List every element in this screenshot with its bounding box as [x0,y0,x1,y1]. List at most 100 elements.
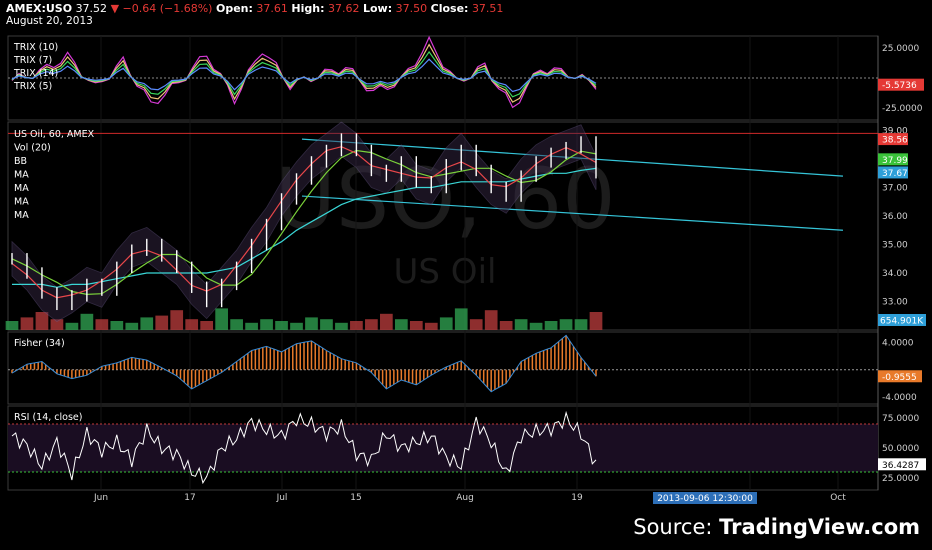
price-y-tick: 34.00 [882,269,908,279]
volume-bar [230,319,243,330]
volume-bar [20,317,34,330]
trix-legend-item: TRIX (14) [13,68,58,79]
x-tick-label: Oct [830,493,846,503]
volume-bar [439,317,453,330]
rsi-y-tick: 75.0000 [882,414,919,424]
volume-bar [529,322,543,330]
x-tick-label: 15 [350,493,361,503]
volume-bar [260,319,273,330]
volume-bar [290,322,303,330]
price-legend-item: MA [14,197,29,208]
fisher-legend-item: Fisher (34) [14,338,65,349]
fisher-value-label: -0.9555 [882,373,917,383]
volume-bar [499,321,513,330]
price-y-tick: 39.00 [882,127,908,137]
volume-bar [110,321,124,330]
price-value-label: 37.99 [882,156,908,166]
price-value-box [878,166,908,179]
bollinger-band [11,121,597,322]
rsi-legend-item: RSI (14, close) [14,412,82,423]
price-legend-item: MA [14,210,29,221]
price-value-box [878,153,908,166]
crosshair-time-label: 2013-09-06 12:30:00 [657,494,753,504]
close-value: 37.51 [471,2,504,15]
volume-bar [469,319,483,330]
trix-line-3 [11,50,597,98]
trix-value-box [878,78,924,91]
volume-bar [424,322,438,330]
volume-bar [35,312,49,330]
x-tick-label: 17 [184,493,195,503]
x-tick-label: Jul [276,493,288,503]
fisher-y-tick: -4.0000 [882,393,917,403]
source-credit: Source: TradingView.com [633,515,920,539]
trix-y-tick: 25.0000 [882,44,919,54]
source-prefix: Source: [633,515,720,539]
open-value: 37.61 [256,2,288,15]
rsi-value-label: 36.4287 [882,461,919,471]
rsi-y-tick: 25.0000 [882,474,919,484]
fisher-value-box [878,370,922,383]
price-value-label: 37.67 [882,169,908,179]
price-y-tick: 37.00 [882,184,908,194]
ma-slow-line [12,167,597,288]
plot-area [5,35,878,485]
y-axis: 25.0000 -25.0000 -5.5736 39.00 37.00 36.00 35.… [878,44,926,484]
price-y-tick: 33.00 [882,298,908,308]
volume-value-box [878,314,926,326]
source-brand[interactable]: TradingView.com [719,515,920,539]
volume-bar [350,321,363,330]
volume-bar [305,317,318,330]
volume-bar [484,310,498,330]
volume-bar [95,319,109,330]
price-legend-item: Vol (20) [14,143,51,154]
trix-y-tick: -25.0000 [882,104,923,114]
volume-bar [140,317,154,330]
rsi-y-tick: 50.0000 [882,444,919,454]
trix-line-1 [11,35,597,109]
volume-bar [454,308,468,330]
pane-frame-trix [7,35,879,121]
trix-line-2 [11,43,597,103]
trix-value-label: -5.5736 [882,81,917,91]
high-value: 37.62 [327,2,360,15]
volume-bar [5,321,19,330]
watermark-description: US Oil [394,252,497,292]
fisher-y-tick: 4.0000 [882,338,914,348]
volume-bar [50,319,64,330]
header-date: August 20, 2013 [6,15,93,27]
price-legend-item: BB [14,156,27,167]
symbol-name: AMEX:USO [6,2,73,15]
trend-channel-line [301,138,844,177]
close-label: Close: [430,2,469,15]
volume-bar [559,319,573,330]
price-value-box [878,133,908,146]
price-change: ▼ −0.64 (−1.68%) [110,2,213,15]
volume-bar [185,319,199,330]
volume-bar [245,322,258,330]
price-value-label: 38.56 [882,136,908,146]
price-y-tick: 36.00 [882,212,908,222]
volume-bar [380,313,393,330]
trix-legend-item: TRIX (10) [13,42,58,53]
volume-bar [365,319,378,330]
legends: TRIX (10) TRIX (7) TRIX (14) TRIX (5) US Oil… [13,42,95,423]
x-axis: Jun17Jul15Aug1916Oct2013-09-06 12:30:00 [93,492,846,504]
volume-bar [394,319,408,330]
volume-bar [589,312,603,330]
x-tick-label: Aug [456,493,474,503]
volume-bar [335,322,348,330]
low-label: Low: [362,2,393,15]
volume-bar [80,313,94,330]
volume-bar [200,321,214,330]
high-label: High: [291,2,325,15]
rsi-line [11,410,597,485]
volume-bar [125,322,139,330]
volume-bar [574,319,588,330]
volume-bar [544,321,558,330]
symbol-header: AMEX:USO 37.52 ▼ −0.64 (−1.68%) Open: 37… [6,2,503,15]
volume-value-label: 654.901K [880,317,924,327]
volume-bar [170,310,184,330]
x-tick-label: 19 [571,493,583,503]
